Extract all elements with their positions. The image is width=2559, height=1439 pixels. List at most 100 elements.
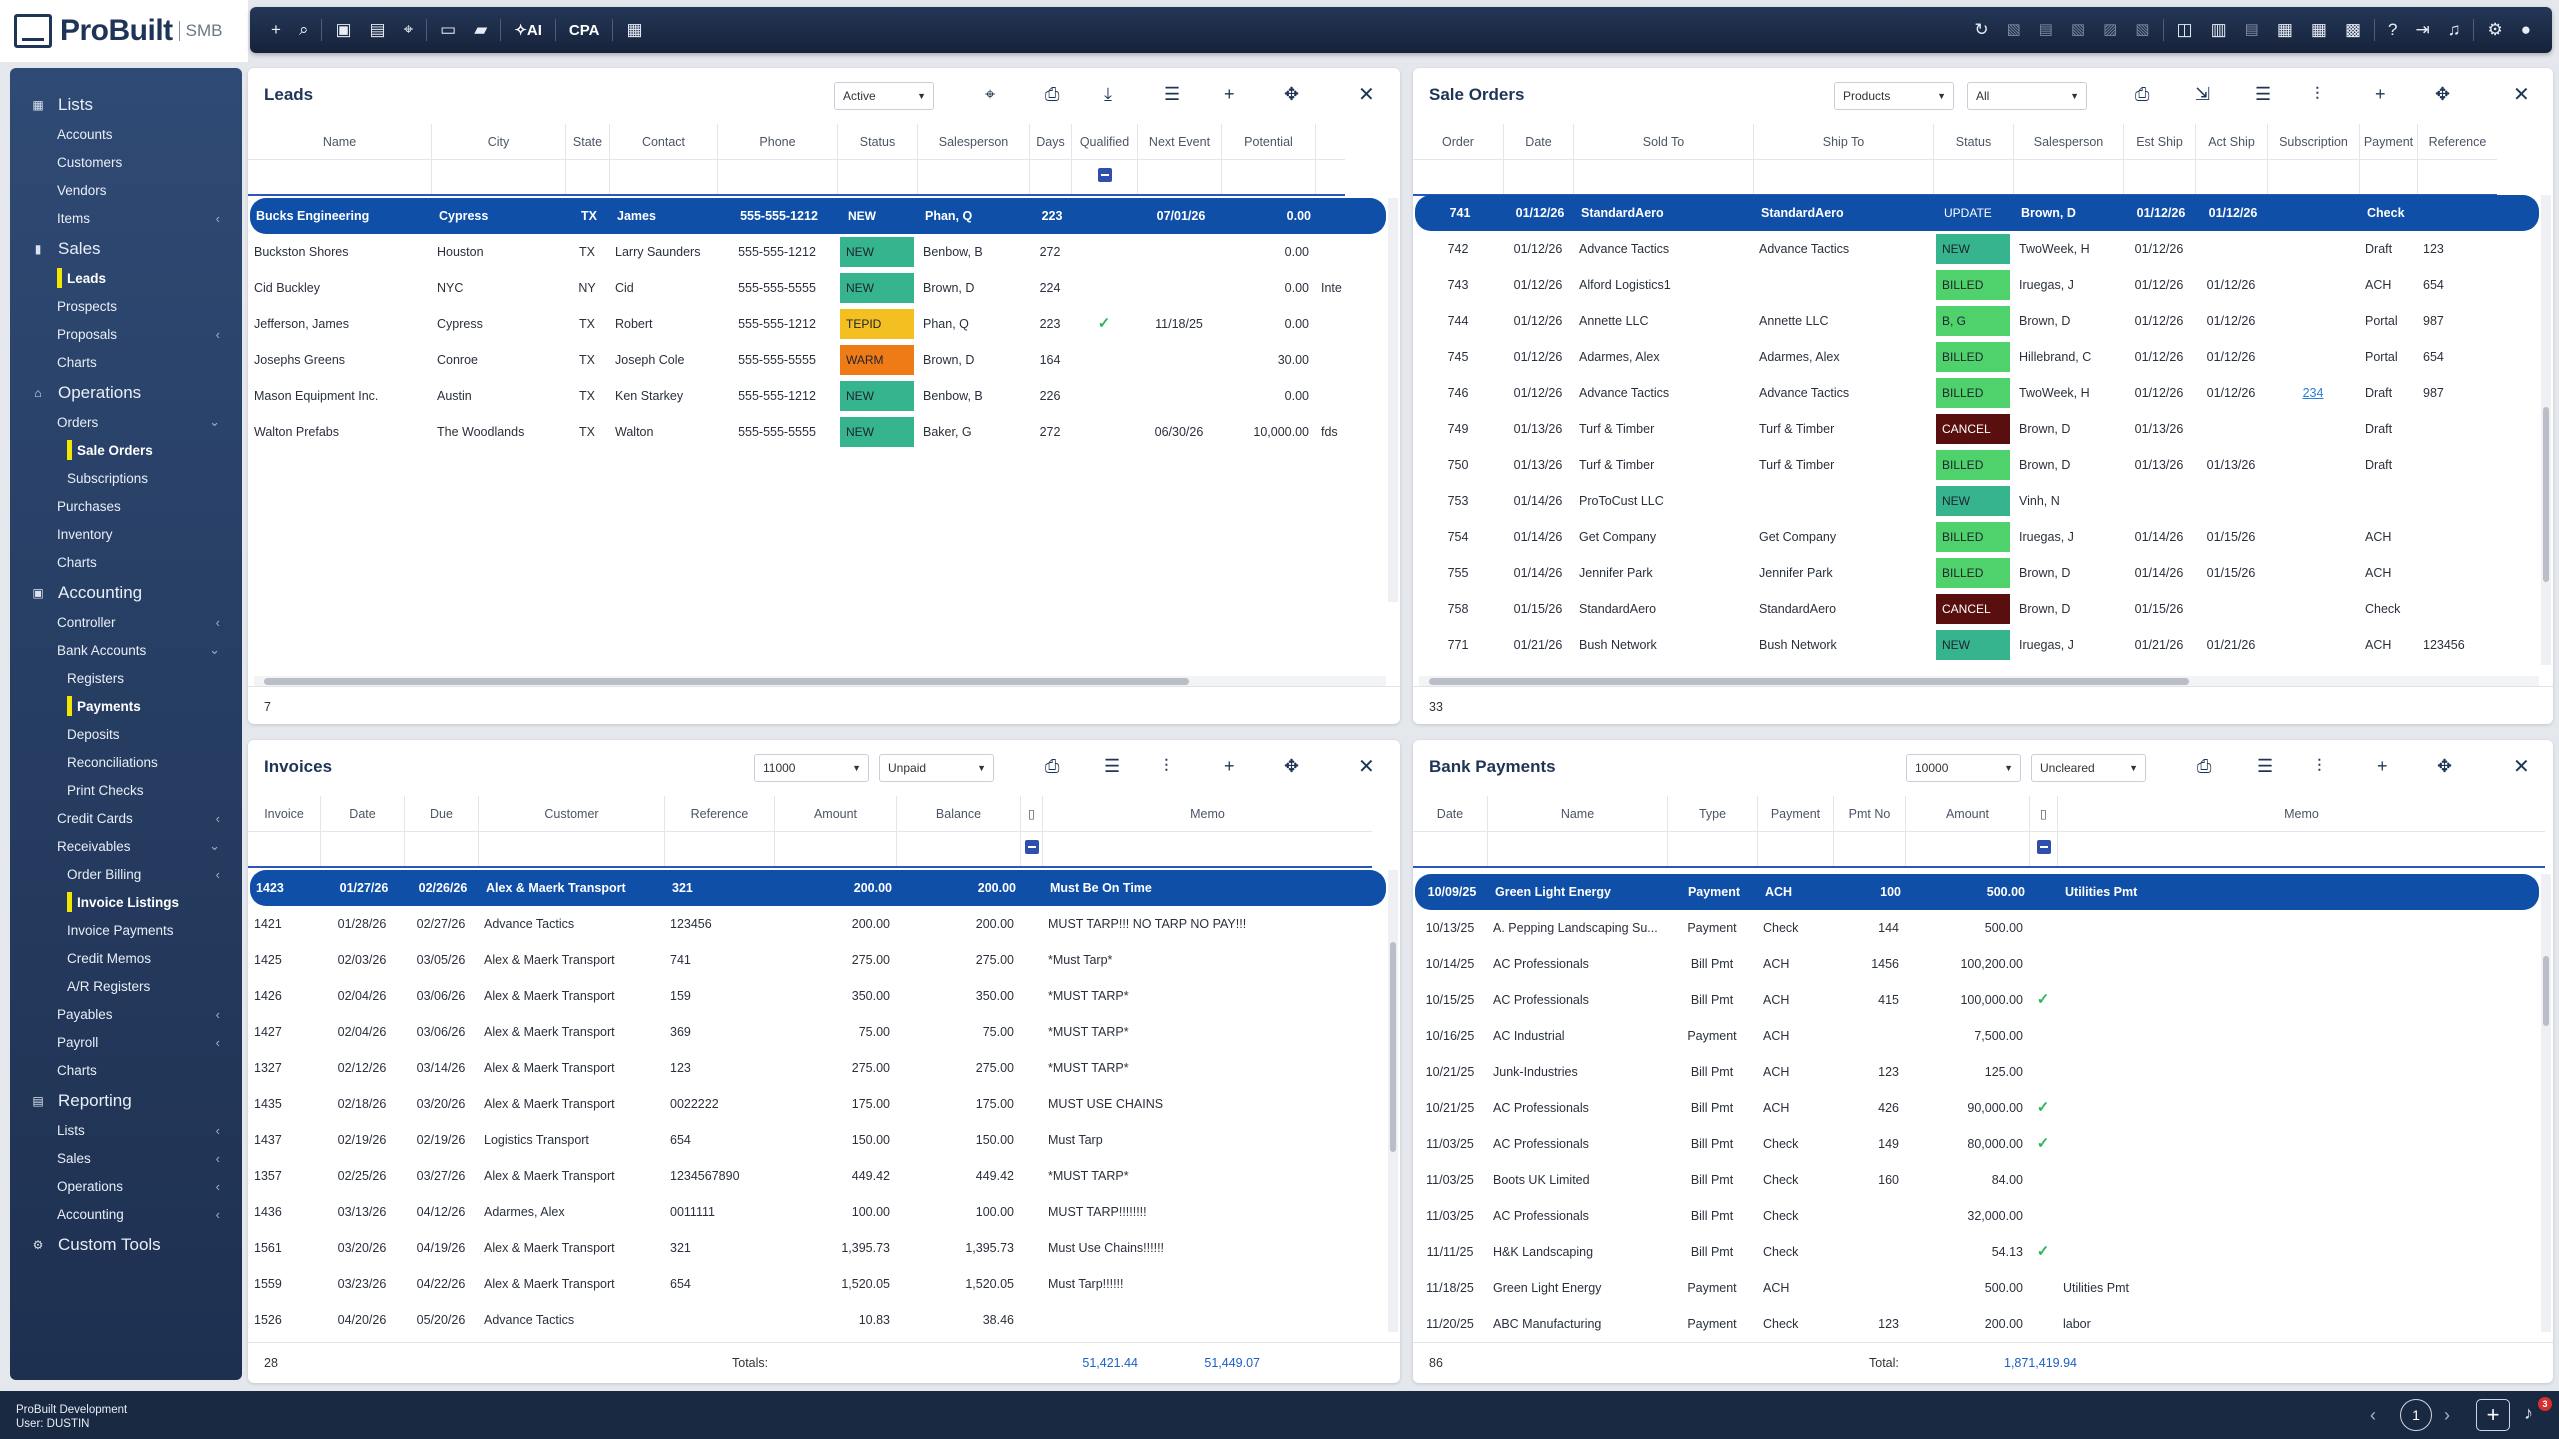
table-row[interactable]: 749 01/13/26 Turf & Timber Turf & Timber CAN… xyxy=(1413,411,2553,447)
add-icon[interactable]: + xyxy=(271,20,281,39)
table-row[interactable]: Cid Buckley NYC NY Cid 555-555-5555 NEW Brown,… xyxy=(248,270,1400,306)
table-row[interactable]: 755 01/14/26 Jennifer Park Jennifer Park BIL… xyxy=(1413,555,2553,591)
new-page-button[interactable]: + xyxy=(2476,1399,2510,1431)
table-row[interactable]: 1435 02/18/26 03/20/26 Alex & Maerk Transpo… xyxy=(248,1086,1400,1122)
list-icon[interactable]: ☰ xyxy=(1104,756,1121,776)
sidebar-item-sales[interactable]: Sales ‹ xyxy=(10,1144,242,1172)
download-icon[interactable]: ⤓ xyxy=(1104,84,1112,104)
table-row[interactable]: 10/21/25 Junk-Industries Bill Pmt ACH 123 125… xyxy=(1413,1054,2553,1090)
table-row[interactable]: Jefferson, James Cypress TX Robert 555-555-1… xyxy=(248,306,1400,342)
grid-large-icon[interactable]: ▩ xyxy=(2344,20,2361,39)
table-row[interactable]: 746 01/12/26 Advance Tactics Advance Tactic… xyxy=(1413,375,2553,411)
settings-icon[interactable]: ⚙ xyxy=(2487,20,2503,39)
table-row[interactable]: 11/03/25 Boots UK Limited Bill Pmt Check 160… xyxy=(1413,1162,2553,1198)
split-columns-icon[interactable]: ▥ xyxy=(2210,20,2227,39)
column-header[interactable]: State xyxy=(566,124,609,160)
table-row[interactable]: 1561 03/20/26 04/19/26 Alex & Maerk Transpo… xyxy=(248,1230,1400,1266)
scroll-thumb[interactable] xyxy=(2543,407,2549,582)
table-row[interactable]: 10/16/25 AC Industrial Payment ACH 7,500.00 xyxy=(1413,1018,2553,1054)
refresh-icon[interactable]: ↻ xyxy=(1974,20,1989,39)
move-icon[interactable]: ✥ xyxy=(2437,756,2453,776)
sidebar-item-reporting[interactable]: ▤ Reporting xyxy=(10,1084,242,1117)
split-rows-icon[interactable]: ▤ xyxy=(2244,21,2259,38)
table-row[interactable]: 1436 03/13/26 04/12/26 Adarmes, Alex 0011111… xyxy=(248,1194,1400,1230)
column-header[interactable]: Status xyxy=(838,124,917,160)
sidebar-item-invoice-listings[interactable]: Invoice Listings xyxy=(10,888,242,916)
column-header[interactable]: Qualified xyxy=(1072,124,1137,160)
prev-page-icon[interactable]: ‹ xyxy=(2370,1405,2376,1425)
list-icon[interactable]: ☰ xyxy=(2255,84,2272,104)
column-header[interactable]: Date xyxy=(1504,124,1573,160)
column-header[interactable]: Date xyxy=(1413,796,1487,832)
notification-bell-icon[interactable]: ♪ xyxy=(2524,1403,2533,1423)
sidebar-item-reconciliations[interactable]: Reconciliations xyxy=(10,748,242,776)
sidebar-item-operations[interactable]: Operations ‹ xyxy=(10,1172,242,1200)
sidebar-item-payments[interactable]: Payments xyxy=(10,692,242,720)
columns-icon[interactable]: ⫶ xyxy=(2315,84,2320,104)
table-row[interactable]: 743 01/12/26 Alford Logistics1 BILLED Iruega… xyxy=(1413,267,2553,303)
page-number[interactable]: 1 xyxy=(2400,1399,2432,1431)
columns-icon[interactable]: ⫶ xyxy=(2317,756,2322,776)
split-vertical-icon[interactable]: ◫ xyxy=(2176,20,2193,39)
move-icon[interactable]: ✥ xyxy=(2435,84,2451,104)
sidebar-item-receivables[interactable]: Receivables ⌄ xyxy=(10,832,242,860)
table-row[interactable]: 1559 03/23/26 04/22/26 Alex & Maerk Transpo… xyxy=(248,1266,1400,1302)
map-pin-icon[interactable]: ⌖ xyxy=(985,84,996,104)
next-page-icon[interactable]: › xyxy=(2444,1405,2450,1425)
add-icon[interactable]: + xyxy=(1224,84,1235,104)
add-icon[interactable]: + xyxy=(1224,756,1235,776)
scroll-thumb[interactable] xyxy=(1390,942,1396,1152)
sidebar-item-invoice-payments[interactable]: Invoice Payments xyxy=(10,916,242,944)
table-row[interactable]: 750 01/13/26 Turf & Timber Turf & Timber BIL… xyxy=(1413,447,2553,483)
close-icon[interactable]: ✕ xyxy=(1358,756,1375,778)
sidebar-item-prospects[interactable]: Prospects xyxy=(10,292,242,320)
columns-icon[interactable]: ⫶ xyxy=(1164,756,1169,776)
calendar-icon[interactable]: ▣ xyxy=(335,20,352,39)
table-row[interactable]: 1426 02/04/26 03/06/26 Alex & Maerk Transpo… xyxy=(248,978,1400,1014)
column-header[interactable]: Name xyxy=(248,124,431,160)
invoices-account-filter[interactable]: 11000 ▼ xyxy=(754,754,869,782)
attachment-column-icon[interactable]: ▯ xyxy=(1021,796,1042,832)
add-icon[interactable]: + xyxy=(2377,756,2388,776)
sidebar-item-controller[interactable]: Controller ‹ xyxy=(10,608,242,636)
sidebar-item-accounting[interactable]: ▣ Accounting xyxy=(10,576,242,609)
bank-account-filter[interactable]: 10000 ▼ xyxy=(1906,754,2021,782)
table-row[interactable]: 754 01/14/26 Get Company Get Company BILLED I… xyxy=(1413,519,2553,555)
move-icon[interactable]: ✥ xyxy=(1284,84,1300,104)
leads-status-filter[interactable]: Active ▼ xyxy=(834,82,934,110)
scroll-thumb[interactable] xyxy=(264,678,1189,685)
print-icon[interactable]: ⎙ xyxy=(2135,84,2150,104)
table-row[interactable]: 1425 02/03/26 03/05/26 Alex & Maerk Transpo… xyxy=(248,942,1400,978)
exit-icon[interactable]: ⇥ xyxy=(2415,20,2430,39)
sale-orders-type-filter[interactable]: Products ▼ xyxy=(1834,82,1954,110)
column-header[interactable]: Amount xyxy=(775,796,896,832)
table-row[interactable]: 753 01/14/26 ProToCust LLC NEW Vinh, N xyxy=(1413,483,2553,519)
column-header[interactable]: Salesperson xyxy=(918,124,1029,160)
horizontal-scrollbar[interactable] xyxy=(254,676,1386,686)
column-header[interactable]: Subscription xyxy=(2268,124,2359,160)
column-header[interactable]: Next Event xyxy=(1138,124,1221,160)
filter-toggle-icon[interactable] xyxy=(1098,168,1112,182)
table-row[interactable]: 741 01/12/26 StandardAero StandardAero UPDAT… xyxy=(1415,195,2539,231)
column-header[interactable]: Act Ship xyxy=(2196,124,2267,160)
horizontal-scrollbar[interactable] xyxy=(1419,676,2539,686)
headset-icon[interactable]: ♫ xyxy=(2447,20,2461,39)
print-icon[interactable]: ⎙ xyxy=(1045,84,1060,104)
column-header[interactable]: Est Ship xyxy=(2124,124,2195,160)
location-icon[interactable]: ⌖ xyxy=(403,20,414,39)
column-header[interactable]: Order xyxy=(1413,124,1503,160)
column-header[interactable]: Reference xyxy=(665,796,774,832)
column-header[interactable] xyxy=(1316,124,1345,160)
sidebar-item-charts[interactable]: Charts xyxy=(10,1056,242,1084)
sidebar-item-order-billing[interactable]: Order Billing ‹ xyxy=(10,860,242,888)
table-row[interactable]: 745 01/12/26 Adarmes, Alex Adarmes, Alex BIL… xyxy=(1413,339,2553,375)
app-logo[interactable]: ProBuilt SMB xyxy=(0,0,248,62)
filter-toggle-icon[interactable] xyxy=(2037,840,2051,854)
table-row[interactable]: Josephs Greens Conroe TX Joseph Cole 555-555… xyxy=(248,342,1400,378)
sidebar-item-subscriptions[interactable]: Subscriptions xyxy=(10,464,242,492)
print-icon[interactable]: ⎙ xyxy=(2197,756,2212,776)
column-header[interactable]: Reference xyxy=(2418,124,2497,160)
layout-3-icon[interactable]: ▧ xyxy=(2070,21,2086,38)
table-row[interactable]: 11/03/25 AC Professionals Bill Pmt Check 149… xyxy=(1413,1126,2553,1162)
sidebar-item-accounts[interactable]: Accounts xyxy=(10,120,242,148)
